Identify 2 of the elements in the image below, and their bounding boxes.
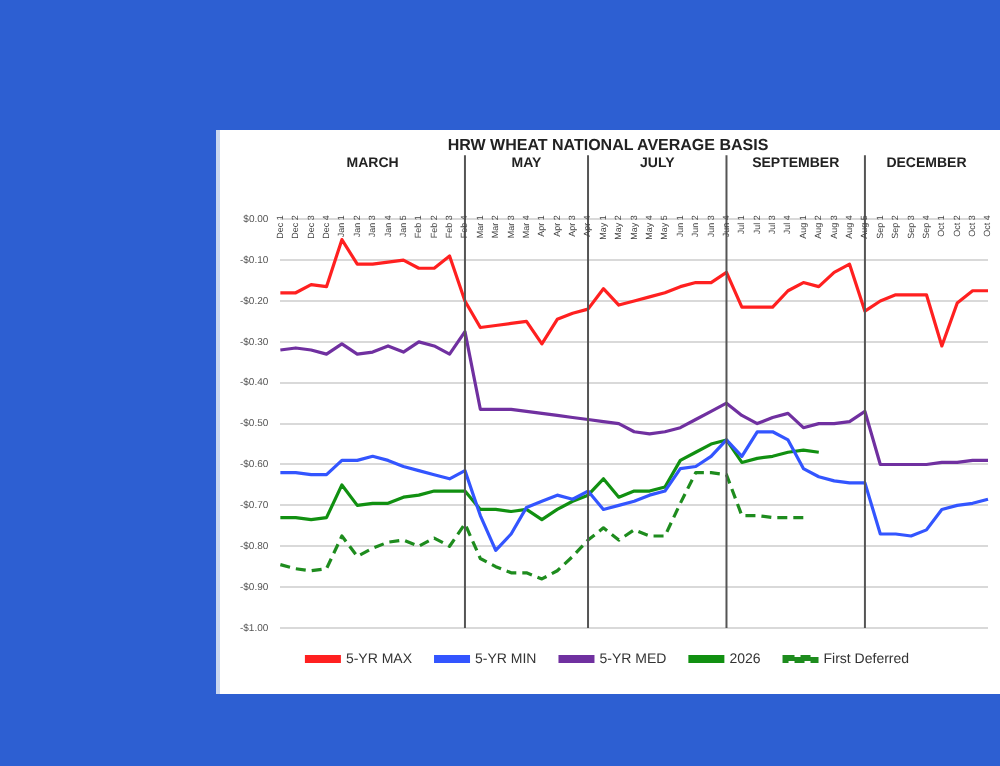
chart-title: HRW WHEAT NATIONAL AVERAGE BASIS xyxy=(447,136,770,155)
line-series xyxy=(278,471,805,581)
